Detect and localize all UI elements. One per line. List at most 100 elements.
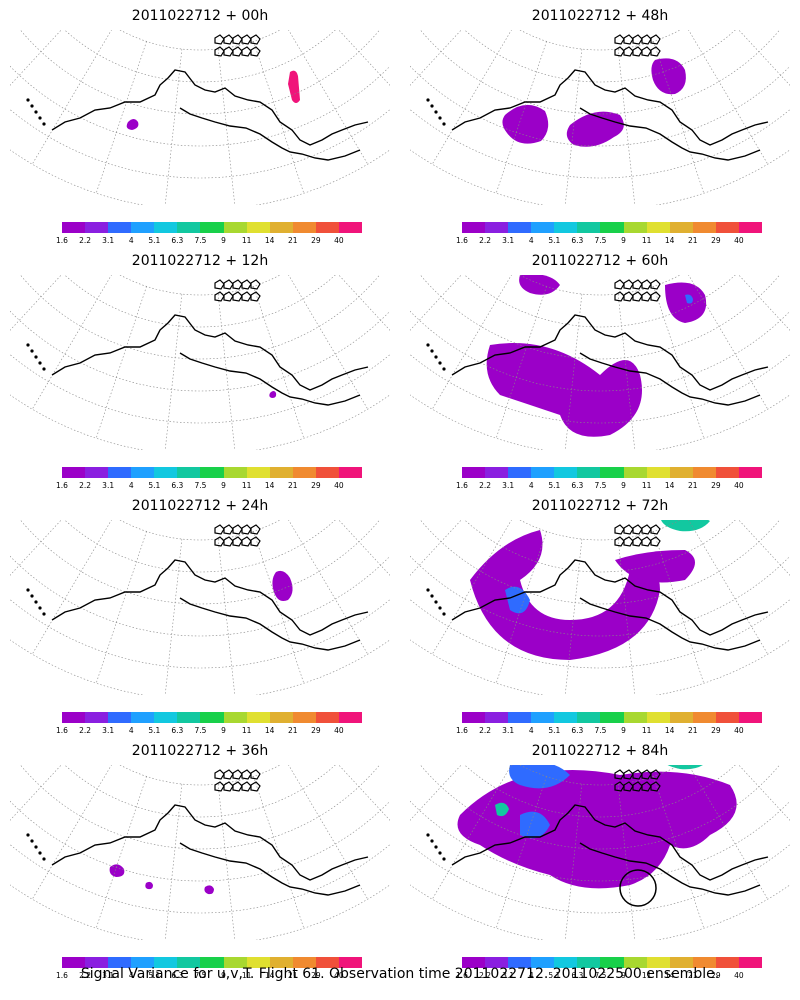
longitude-line: [410, 520, 461, 559]
colorbar-segment: [223, 712, 247, 723]
colorbar-tick-label: 29: [311, 236, 321, 245]
colorbar-segment: [623, 222, 647, 233]
panel-title: 2011022712 + 72h: [531, 498, 669, 514]
colorbar-segment: [692, 222, 716, 233]
colorbar-segment: [462, 712, 486, 723]
longitude-line: [564, 784, 583, 940]
colorbar-tick-label: 21: [287, 481, 298, 490]
longitude-line: [617, 49, 636, 205]
colorbar-segment: [600, 712, 624, 723]
colorbar-segment: [246, 712, 270, 723]
island: [442, 122, 446, 126]
longitude-line: [495, 41, 547, 194]
colorbar-tick-label: 29: [311, 726, 321, 735]
island: [34, 355, 38, 359]
latitude-line: [119, 765, 281, 786]
colorbar-tick-label: 7.5: [194, 726, 207, 735]
colorbar-tick-label: 4: [128, 236, 134, 245]
colorbar-tick-label: 9: [621, 726, 626, 735]
island: [434, 600, 438, 604]
longitude-line: [164, 784, 183, 940]
colorbar-segment: [108, 222, 132, 233]
colorbar-segment: [669, 467, 693, 478]
signal-area: [495, 802, 509, 817]
colorbar-segment: [508, 957, 532, 968]
colorbar-segment: [177, 467, 201, 478]
colorbar-segment: [554, 222, 578, 233]
colorbar-tick-label: 14: [264, 481, 275, 490]
colorbar-tick-label: 5.1: [548, 971, 561, 980]
colorbar-segment: [200, 222, 224, 233]
colorbar-tick-label: 7.5: [594, 971, 607, 980]
signal-area: [685, 294, 693, 304]
colorbar-segment: [531, 957, 555, 968]
colorbar-tick-label: 7.5: [594, 481, 607, 490]
longitude-line: [688, 520, 769, 655]
latitude-line: [410, 65, 790, 147]
map-panel-84h: 2011022712 + 84h 1.6 2.2 3.1 4 5.1 6.3 7.5 9 11 14…: [400, 735, 800, 980]
coastline: [179, 107, 361, 161]
signal-area: [288, 70, 300, 103]
island: [641, 34, 652, 45]
island: [34, 845, 38, 849]
longitude-line: [410, 765, 461, 804]
colorbar-segment: [508, 712, 532, 723]
island: [426, 343, 430, 347]
longitude-line: [739, 520, 790, 559]
colorbar-tick-label: 6.3: [171, 971, 184, 980]
island: [30, 839, 34, 843]
colorbar-segment: [131, 957, 155, 968]
colorbar-segment: [315, 467, 339, 478]
colorbar-segment: [669, 222, 693, 233]
map-panel-72h: 2011022712 + 72h 1.6 2.2 3.1 4 5.1 6.3 7.5 9 11 14…: [400, 490, 800, 735]
longitude-line: [564, 539, 583, 695]
colorbar-segment: [177, 222, 201, 233]
panel-title: 2011022712 + 48h: [531, 8, 669, 24]
colorbar-segment: [85, 467, 109, 478]
coastline: [179, 842, 361, 896]
longitude-line: [617, 539, 636, 695]
island: [241, 291, 252, 302]
colorbar-segment: [292, 467, 316, 478]
longitude-line: [653, 286, 705, 439]
longitude-line: [688, 275, 769, 410]
coastline: [451, 804, 769, 881]
colorbar-segment: [223, 467, 247, 478]
latitude-line: [119, 30, 281, 51]
colorbar-tick-label: 40: [334, 236, 344, 245]
colorbar: [462, 222, 763, 233]
latitude-line: [410, 800, 790, 882]
colorbar-tick-label: 21: [687, 971, 698, 980]
colorbar-tick-label: 40: [734, 481, 744, 490]
coastline: [579, 842, 761, 896]
signal-area: [509, 765, 570, 789]
island: [650, 34, 661, 45]
island: [632, 46, 643, 57]
island: [438, 361, 442, 365]
colorbar-tick-label: 11: [641, 971, 652, 980]
longitude-line: [95, 41, 147, 194]
longitude-line: [653, 41, 705, 194]
latitude-line: [20, 275, 380, 360]
signal-area: [519, 275, 560, 295]
signal-area: [520, 811, 550, 839]
colorbar-segment: [577, 957, 601, 968]
colorbar-tick-label: 5.1: [548, 726, 561, 735]
colorbar-segment: [154, 222, 178, 233]
longitude-line: [10, 765, 62, 821]
island: [232, 781, 243, 792]
signal-area: [651, 58, 686, 95]
signal-area: [505, 586, 530, 614]
island: [430, 594, 434, 598]
island: [232, 279, 243, 290]
island: [232, 46, 243, 57]
latitude-line: [20, 765, 380, 850]
longitude-line: [31, 520, 112, 655]
colorbar-tick-label: 9: [221, 726, 226, 735]
colorbar-tick-label: 7.5: [594, 236, 607, 245]
colorbar: [62, 957, 363, 968]
island: [232, 769, 243, 780]
longitude-line: [431, 765, 512, 900]
map-panel-60h: 2011022712 + 60h 1.6 2.2 3.1 4 5.1 6.3 7.5 9 11 14…: [400, 245, 800, 490]
latitude-line: [20, 520, 380, 605]
